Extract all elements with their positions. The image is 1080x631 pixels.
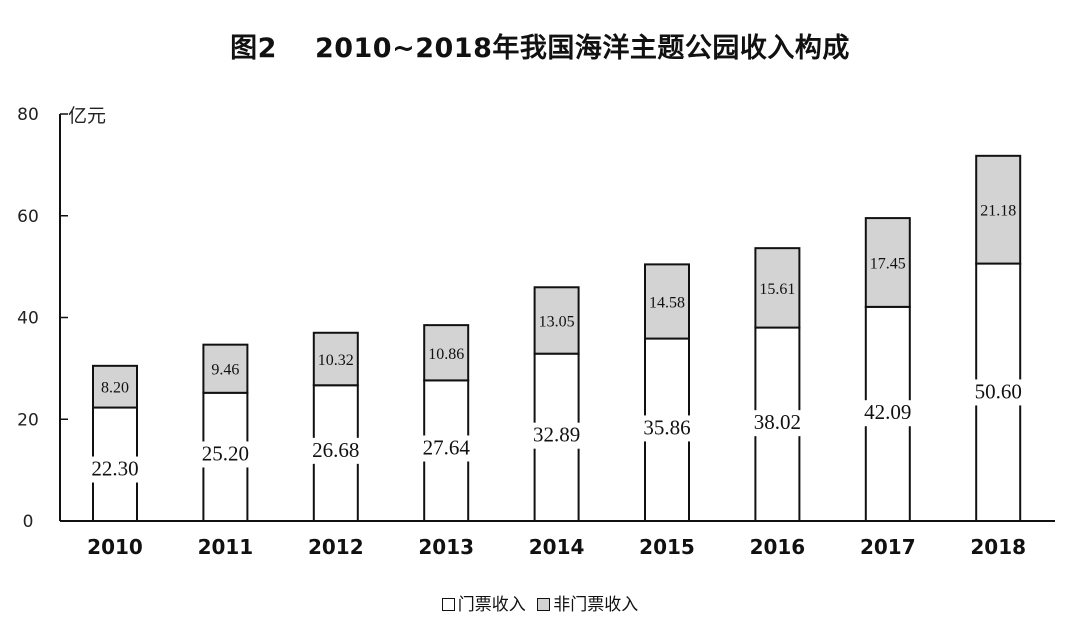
label-bg xyxy=(633,415,701,442)
value-label-non-ticket: 17.45 xyxy=(870,255,906,272)
label-bg xyxy=(853,400,922,427)
value-label-ticket: 26.68 xyxy=(312,438,359,462)
value-label-ticket: 32.89 xyxy=(533,423,580,447)
x-tick-label: 2013 xyxy=(418,535,474,559)
bar-segment-non-ticket xyxy=(92,364,138,409)
y-tick-label: 0 xyxy=(23,512,34,532)
bar-segment-non-ticket xyxy=(533,286,580,355)
value-label-non-ticket: 13.05 xyxy=(539,313,575,330)
value-label-ticket: 25.20 xyxy=(202,441,249,465)
label-bg xyxy=(81,456,149,483)
value-label-non-ticket: 8.20 xyxy=(101,380,129,397)
bar-segment-non-ticket xyxy=(975,154,1022,265)
figure-label: 图2 xyxy=(230,33,277,64)
value-label-ticket: 42.09 xyxy=(864,400,911,424)
y-tick-label: 40 xyxy=(17,309,39,329)
y-tick-label: 80 xyxy=(17,105,39,125)
stacked-bar-chart: 0 20 40 60 80 亿元 22.30 8.20 2010 25.20 9.46 2011 26.… xyxy=(17,105,1055,559)
value-label-ticket: 22.30 xyxy=(91,457,138,481)
label-bg xyxy=(743,410,812,437)
x-tick-label: 2014 xyxy=(529,535,585,559)
bar-segment-non-ticket xyxy=(754,247,801,329)
title-text: 2010~2018年我国海洋主题公园收入构成 xyxy=(314,33,850,64)
x-tick-label: 2018 xyxy=(970,535,1026,559)
label-bg xyxy=(301,437,370,464)
legend-swatch-ticket xyxy=(441,598,455,611)
x-tick-label: 2015 xyxy=(639,535,695,559)
chart-title: 图2 2010~2018年我国海洋主题公园收入构成 xyxy=(0,26,1080,65)
value-label-ticket: 35.86 xyxy=(643,415,690,439)
value-label-non-ticket: 10.32 xyxy=(318,352,354,369)
bar-segment-non-ticket xyxy=(864,217,911,308)
bar-segment-non-ticket xyxy=(202,343,249,394)
y-axis-unit: 亿元 xyxy=(68,105,106,127)
x-tick-label: 2012 xyxy=(308,535,364,559)
bar-segment-non-ticket xyxy=(644,263,690,340)
label-bg xyxy=(191,441,260,468)
value-label-ticket: 38.02 xyxy=(754,410,801,434)
value-label-ticket: 27.64 xyxy=(423,436,471,460)
value-label-non-ticket: 14.58 xyxy=(649,294,685,311)
value-label-non-ticket: 21.18 xyxy=(980,203,1016,220)
x-tick-label: 2010 xyxy=(87,535,143,559)
y-tick-label: 20 xyxy=(17,410,39,430)
legend-item-ticket: 门票收入 xyxy=(441,595,526,615)
value-label-non-ticket: 9.46 xyxy=(211,362,239,379)
y-tick-label: 60 xyxy=(17,207,39,227)
x-tick-label: 2011 xyxy=(198,535,254,559)
label-bg xyxy=(964,379,1033,406)
legend-item-non-ticket: 非门票收入 xyxy=(537,595,638,615)
legend-swatch-non-ticket xyxy=(537,598,551,611)
label-bg xyxy=(522,422,591,449)
value-label-ticket: 50.60 xyxy=(975,379,1022,403)
value-label-non-ticket: 15.61 xyxy=(759,281,795,298)
bar-segment-non-ticket xyxy=(423,324,470,382)
label-bg xyxy=(412,435,481,462)
x-tick-label: 2016 xyxy=(750,535,806,559)
legend: 门票收入 非门票收入 xyxy=(0,590,1080,615)
value-label-non-ticket: 10.86 xyxy=(428,346,464,363)
x-tick-label: 2017 xyxy=(860,535,916,559)
bar-segment-non-ticket xyxy=(312,331,359,387)
